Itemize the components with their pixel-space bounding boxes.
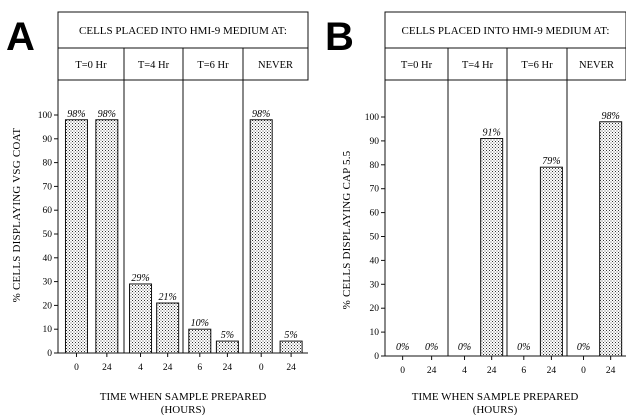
condition-row <box>384 47 626 81</box>
bar <box>480 138 504 357</box>
bar <box>188 328 212 354</box>
x-tick-label: 0 <box>400 366 405 376</box>
bar-value-label: 98% <box>67 109 85 120</box>
y-tick-label: 30 <box>370 280 380 290</box>
y-tick-label: 100 <box>38 111 53 121</box>
y-tick-label: 10 <box>370 328 380 338</box>
x-tick-label: 24 <box>163 363 173 373</box>
header-title: CELLS PLACED INTO HMI-9 MEDIUM AT: <box>79 25 287 37</box>
bar-value-label: 5% <box>284 330 297 341</box>
y-tick-label: 0 <box>47 349 52 359</box>
condition-label: T=6 Hr <box>521 60 553 71</box>
condition-label: T=4 Hr <box>138 60 170 71</box>
bar-value-label: 0% <box>458 342 471 353</box>
y-tick-label: 10 <box>43 325 53 335</box>
bar-value-label: 98% <box>252 109 270 120</box>
x-axis-units: (HOURS) <box>473 404 518 415</box>
x-tick-label: 0 <box>581 366 586 376</box>
y-tick-label: 60 <box>370 209 380 219</box>
bar <box>95 119 119 354</box>
y-tick-label: 100 <box>365 113 380 123</box>
y-tick-label: 50 <box>370 233 380 243</box>
bar-value-label: 91% <box>482 128 500 139</box>
x-axis-title: TIME WHEN SAMPLE PREPARED <box>412 391 579 403</box>
x-tick-label: 6 <box>521 366 526 376</box>
x-tick-label: 24 <box>606 366 616 376</box>
x-tick-label: 4 <box>462 366 467 376</box>
x-tick-label: 6 <box>197 363 202 373</box>
x-tick-label: 24 <box>547 366 557 376</box>
x-tick-label: 24 <box>487 366 497 376</box>
condition-label: T=0 Hr <box>75 60 107 71</box>
x-axis-units: (HOURS) <box>161 404 206 415</box>
x-tick-label: 0 <box>74 363 79 373</box>
x-tick-label: 4 <box>138 363 143 373</box>
bar <box>539 166 563 357</box>
condition-label: T=6 Hr <box>197 60 229 71</box>
chart-panel-b: B CELLS PLACED INTO HMI-9 MEDIUM AT: T=0 H… <box>325 11 626 415</box>
y-tick-label: 20 <box>43 301 53 311</box>
x-axis-title: TIME WHEN SAMPLE PREPARED <box>100 391 267 403</box>
bar <box>129 283 153 354</box>
panel-letter: B <box>325 15 354 59</box>
bar-value-label: 21% <box>158 292 176 303</box>
y-tick-label: 30 <box>43 278 53 288</box>
bar-value-label: 0% <box>425 342 438 353</box>
y-axis-title: % CELLS DISPLAYING CAP 5.5 <box>341 150 353 309</box>
condition-label: NEVER <box>258 60 293 71</box>
bar <box>599 121 623 357</box>
bar-value-label: 0% <box>517 342 530 353</box>
y-tick-label: 70 <box>43 182 53 192</box>
y-tick-label: 0 <box>374 352 379 362</box>
bar-value-label: 79% <box>542 156 560 167</box>
bar-value-label: 98% <box>601 111 619 122</box>
bar <box>249 119 273 354</box>
bar <box>279 340 303 354</box>
y-tick-label: 90 <box>370 137 380 147</box>
bar-value-label: 29% <box>131 273 149 284</box>
bar-value-label: 0% <box>577 342 590 353</box>
chart-panel-a: A CELLS PLACED INTO HMI-9 MEDIUM AT: T=0 H… <box>6 11 309 415</box>
y-tick-label: 60 <box>43 206 53 216</box>
panel-letter: A <box>6 15 35 59</box>
bar <box>156 302 180 354</box>
condition-label: T=0 Hr <box>401 60 433 71</box>
x-tick-label: 24 <box>427 366 437 376</box>
y-tick-label: 50 <box>43 230 53 240</box>
bar <box>215 340 239 354</box>
y-tick-label: 90 <box>43 135 53 145</box>
bar-value-label: 10% <box>191 318 209 329</box>
y-tick-label: 40 <box>370 256 380 266</box>
bar-value-label: 98% <box>98 109 116 120</box>
y-tick-label: 20 <box>370 304 380 314</box>
y-tick-label: 80 <box>370 161 380 171</box>
bar-value-label: 0% <box>396 342 409 353</box>
y-tick-label: 40 <box>43 254 53 264</box>
x-tick-label: 24 <box>102 363 112 373</box>
y-axis-title: % CELLS DISPLAYING VSG COAT <box>11 128 23 303</box>
condition-label: NEVER <box>579 60 614 71</box>
x-tick-label: 24 <box>223 363 233 373</box>
y-tick-label: 70 <box>370 185 380 195</box>
header-title: CELLS PLACED INTO HMI-9 MEDIUM AT: <box>402 25 610 37</box>
y-tick-label: 80 <box>43 159 53 169</box>
condition-label: T=4 Hr <box>462 60 494 71</box>
bar <box>64 119 88 354</box>
x-tick-label: 24 <box>286 363 296 373</box>
bar-value-label: 5% <box>221 330 234 341</box>
x-tick-label: 0 <box>259 363 264 373</box>
